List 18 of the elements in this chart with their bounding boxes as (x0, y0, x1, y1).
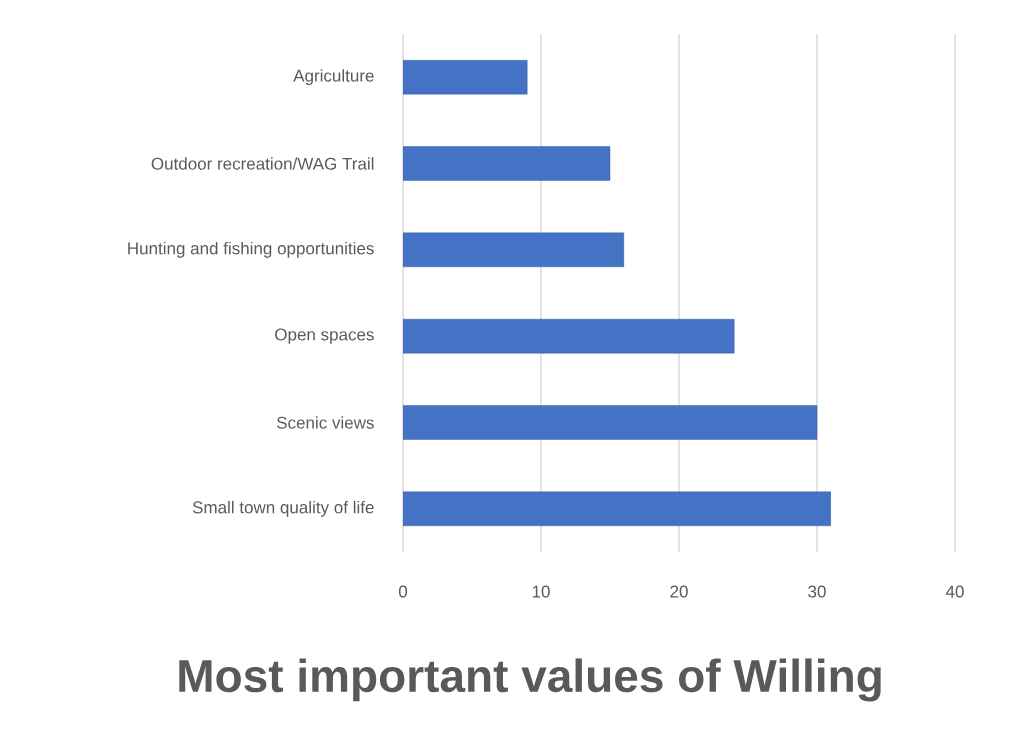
bar (403, 491, 831, 527)
y-tick-label: Outdoor recreation/WAG Trail (151, 157, 374, 170)
bar (403, 232, 624, 268)
y-tick-label: Agriculture (293, 69, 374, 86)
y-tick-label: Small town quality of life (192, 500, 374, 517)
x-tick-label: 40 (945, 585, 964, 598)
y-tick-label: Scenic views (276, 416, 374, 429)
y-tick-label: Open spaces (275, 328, 374, 344)
x-tick-label: 10 (532, 585, 550, 598)
bar (403, 59, 528, 95)
bar (403, 405, 818, 440)
text: Most important values of Willing (179, 658, 881, 702)
x-tick-label: 30 (808, 585, 826, 598)
bar (403, 146, 611, 181)
x-tick-label: 20 (670, 585, 688, 598)
x-tick-label: 0 (398, 585, 408, 598)
bar (403, 318, 735, 354)
y-tick-label: Hunting and fishing opportunities (128, 241, 374, 258)
